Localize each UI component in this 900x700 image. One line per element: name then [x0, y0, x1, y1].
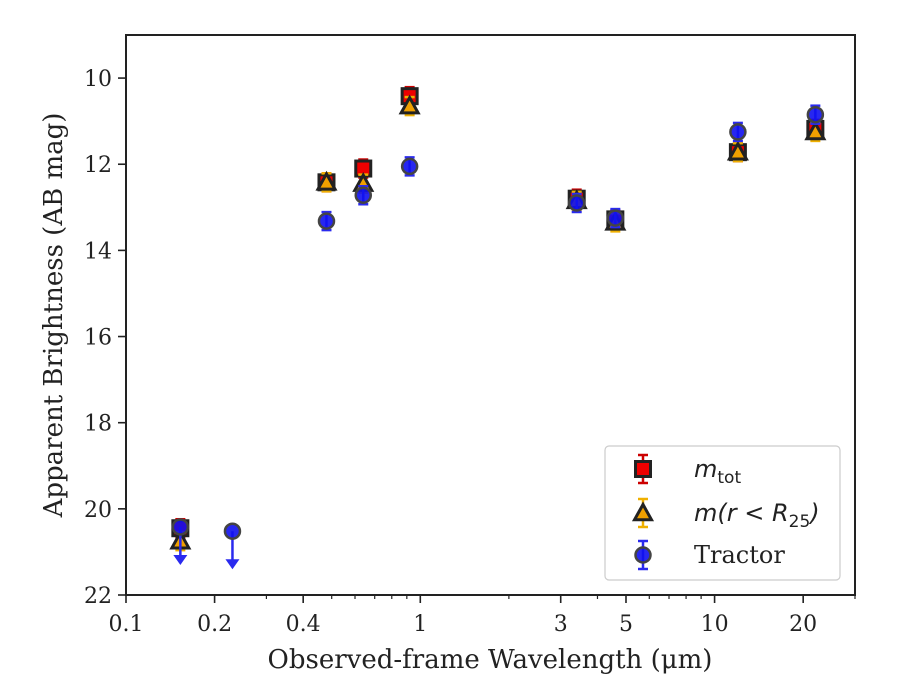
legend-label: Tractor [694, 541, 785, 569]
legend: mtot m(r < R25) Tractor [604, 445, 841, 581]
data-point-circle [400, 156, 419, 177]
plot-frame [125, 34, 856, 596]
legend-box [604, 445, 841, 581]
x-tick-label: 0.1 [109, 612, 144, 637]
axis-ticks: 0.1 0.2 0.4 1 3 5 10 20 10 12 14 16 18 20 22 [84, 67, 856, 637]
x-tick-label: 1 [413, 612, 427, 637]
data-point-circle [223, 522, 242, 570]
y-tick-label: 10 [84, 67, 112, 92]
data-point-triangle [315, 170, 338, 193]
data-point-circle [567, 192, 586, 214]
data-point-circle [729, 121, 747, 143]
y-tick-label: 12 [84, 153, 112, 178]
y-axis-label: Apparent Brightness (AB mag) [39, 113, 69, 519]
x-tick-label: 0.4 [286, 612, 321, 637]
data-point-circle [806, 104, 825, 125]
legend-entry: m(r < R25) [631, 497, 820, 532]
data-point-triangle [726, 140, 749, 163]
legend-label: m(r < R25) [694, 499, 820, 532]
x-tick-label: 5 [619, 612, 633, 637]
data-points [169, 85, 827, 570]
y-tick-label: 18 [84, 412, 112, 437]
x-axis-label: Observed-frame Wavelength (μm) [268, 645, 713, 675]
y-tick-label: 14 [84, 239, 112, 264]
y-tick-label: 20 [84, 498, 112, 523]
data-point-circle [606, 207, 625, 229]
legend-label: mtot [694, 455, 741, 488]
x-tick-label: 0.2 [197, 612, 232, 637]
data-point-circle [171, 518, 190, 565]
x-tick-label: 20 [789, 612, 817, 637]
data-point-triangle [398, 94, 421, 117]
legend-entry: mtot [634, 453, 741, 488]
data-point-circle [354, 184, 373, 206]
data-point-circle [317, 210, 336, 232]
y-tick-label: 22 [84, 584, 112, 609]
x-tick-label: 10 [701, 612, 729, 637]
y-tick-label: 16 [84, 326, 112, 351]
x-tick-label: 3 [554, 612, 568, 637]
legend-entry: Tractor [634, 539, 785, 571]
